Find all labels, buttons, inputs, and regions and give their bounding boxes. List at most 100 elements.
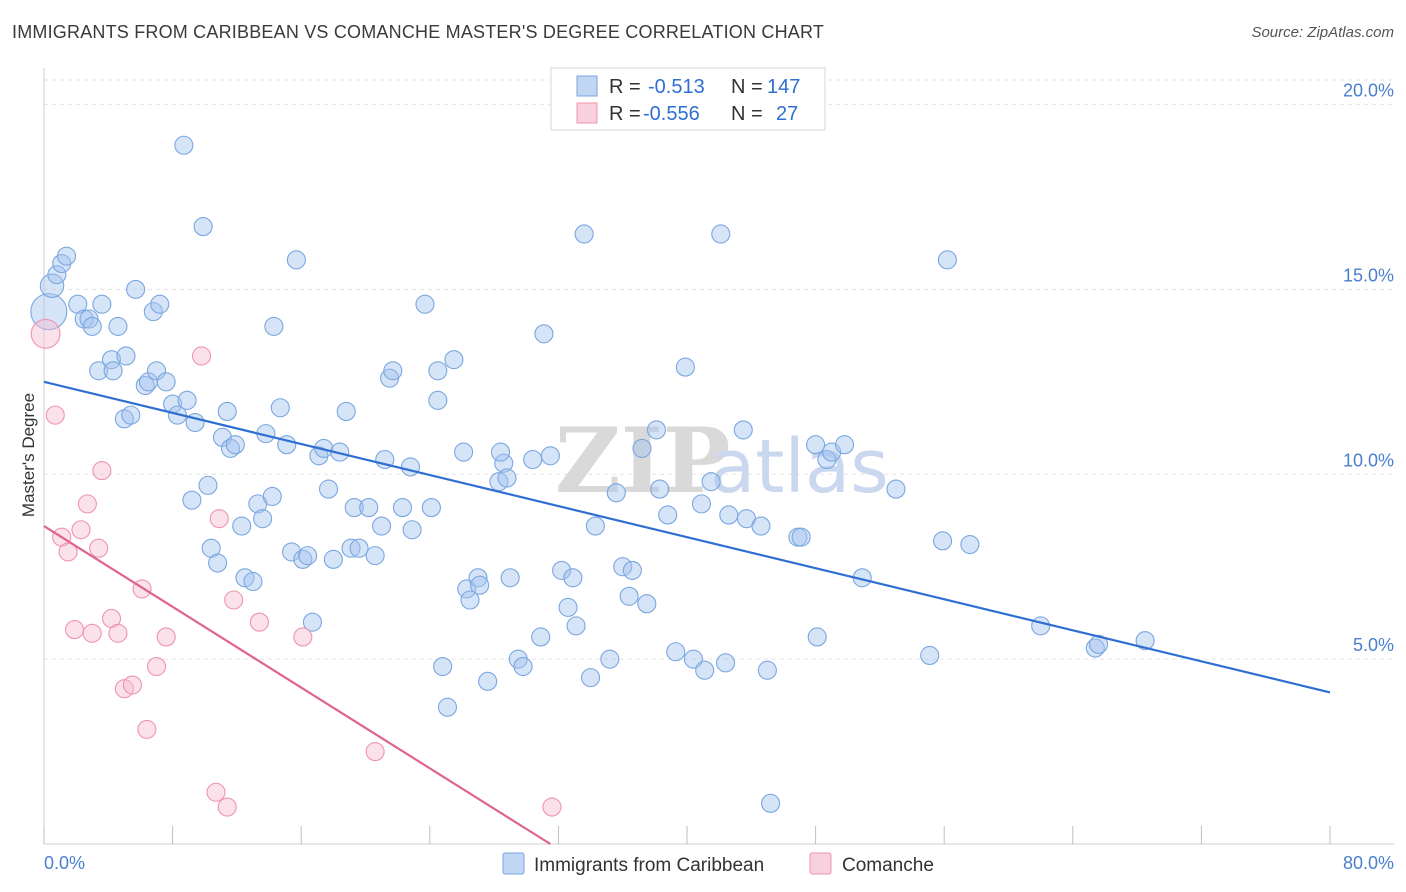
point-caribbean bbox=[323, 549, 343, 569]
point-caribbean bbox=[402, 520, 422, 540]
point-caribbean bbox=[733, 420, 753, 440]
point-caribbean bbox=[960, 534, 980, 555]
point-caribbean bbox=[1085, 638, 1105, 658]
point-caribbean bbox=[886, 479, 906, 499]
point-caribbean bbox=[666, 642, 686, 662]
point-caribbean bbox=[286, 250, 306, 270]
point-caribbean bbox=[270, 398, 290, 418]
series-legend-label-caribbean: Immigrants from Caribbean bbox=[534, 855, 764, 876]
point-caribbean bbox=[74, 309, 94, 329]
point-caribbean bbox=[806, 435, 826, 455]
point-comanche bbox=[249, 612, 269, 632]
point-caribbean bbox=[89, 361, 109, 381]
point-caribbean bbox=[56, 246, 77, 266]
point-caribbean bbox=[177, 390, 197, 410]
point-caribbean bbox=[574, 224, 594, 244]
point-caribbean bbox=[650, 479, 670, 499]
point-caribbean bbox=[585, 516, 605, 536]
point-caribbean bbox=[344, 498, 364, 518]
point-caribbean bbox=[415, 294, 435, 314]
point-caribbean bbox=[193, 217, 213, 237]
trend-lines bbox=[43, 380, 1331, 845]
point-caribbean bbox=[646, 420, 667, 440]
point-caribbean bbox=[552, 560, 572, 580]
point-comanche bbox=[45, 405, 65, 425]
series-legend-swatch-caribbean bbox=[502, 852, 525, 875]
chart-title: IMMIGRANTS FROM CARIBBEAN VS COMANCHE MA… bbox=[12, 22, 825, 42]
point-comanche bbox=[58, 542, 78, 562]
point-caribbean bbox=[563, 568, 583, 588]
point-caribbean bbox=[92, 294, 112, 314]
point-caribbean bbox=[580, 668, 601, 688]
point-caribbean bbox=[454, 442, 474, 462]
point-caribbean bbox=[711, 224, 731, 244]
point-caribbean bbox=[421, 498, 441, 518]
point-caribbean bbox=[658, 505, 678, 525]
point-caribbean bbox=[606, 483, 626, 503]
point-caribbean bbox=[47, 265, 67, 285]
point-caribbean bbox=[437, 697, 458, 717]
watermark-zip: ZIP bbox=[555, 408, 730, 514]
series-legend-swatch-comanche bbox=[809, 852, 832, 875]
point-caribbean bbox=[791, 527, 811, 547]
legend-n-value-0: 147 bbox=[767, 76, 800, 98]
point-caribbean bbox=[428, 361, 448, 381]
point-caribbean bbox=[264, 316, 284, 336]
point-caribbean bbox=[619, 586, 639, 606]
y-axis-label: Master's Degree bbox=[19, 393, 38, 517]
point-caribbean bbox=[253, 509, 273, 529]
watermark: ZIP atlas bbox=[555, 408, 889, 514]
point-comanche bbox=[146, 656, 167, 677]
point-comanche bbox=[64, 620, 85, 640]
point-caribbean bbox=[121, 405, 141, 425]
series-legend: Immigrants from Caribbean Comanche bbox=[502, 852, 934, 876]
point-caribbean bbox=[39, 273, 65, 298]
point-caribbean bbox=[298, 546, 318, 566]
trend-line-comanche bbox=[43, 525, 551, 845]
point-caribbean bbox=[182, 490, 202, 510]
y-tick-label: 20.0% bbox=[1343, 81, 1394, 101]
point-caribbean bbox=[632, 438, 652, 458]
point-comanche bbox=[191, 346, 212, 366]
x-tick-labels: 0.0% 80.0% bbox=[44, 853, 1394, 873]
point-caribbean bbox=[613, 557, 633, 577]
point-caribbean bbox=[232, 516, 252, 536]
point-caribbean bbox=[341, 538, 361, 558]
point-comanche bbox=[206, 782, 226, 802]
legend-r-value-1: -0.556 bbox=[643, 103, 700, 125]
point-caribbean bbox=[217, 401, 237, 421]
legend-r-value-0: -0.513 bbox=[648, 76, 705, 98]
y-tick-label: 10.0% bbox=[1343, 450, 1394, 470]
point-caribbean bbox=[558, 597, 578, 617]
stats-legend: R = -0.513 N = 147 R = -0.556 N = 27 bbox=[550, 67, 826, 131]
point-caribbean bbox=[208, 553, 228, 573]
point-caribbean bbox=[622, 560, 642, 580]
point-caribbean bbox=[143, 302, 163, 322]
point-caribbean bbox=[1031, 616, 1051, 636]
point-caribbean bbox=[372, 516, 392, 536]
point-caribbean bbox=[383, 361, 403, 381]
point-caribbean bbox=[675, 357, 695, 377]
point-caribbean bbox=[103, 361, 123, 381]
point-comanche bbox=[71, 520, 91, 540]
legend-r-label-1: R = bbox=[609, 103, 641, 125]
point-caribbean bbox=[531, 627, 551, 647]
point-comanche bbox=[82, 623, 102, 643]
point-caribbean bbox=[637, 594, 657, 614]
point-comanche bbox=[224, 590, 244, 610]
point-caribbean bbox=[243, 571, 263, 592]
point-caribbean bbox=[365, 546, 385, 566]
point-comanche bbox=[293, 627, 313, 647]
point-caribbean bbox=[695, 660, 715, 680]
point-caribbean bbox=[751, 516, 771, 536]
legend-swatch-caribbean bbox=[576, 75, 598, 97]
point-comanche bbox=[30, 318, 61, 349]
point-caribbean bbox=[428, 390, 448, 410]
point-caribbean bbox=[302, 612, 323, 632]
point-caribbean bbox=[834, 435, 855, 455]
trend-line-caribbean bbox=[43, 380, 1331, 694]
source-note: Source: ZipAtlas.com bbox=[1251, 24, 1394, 41]
point-caribbean bbox=[478, 671, 498, 691]
point-caribbean bbox=[490, 442, 511, 462]
